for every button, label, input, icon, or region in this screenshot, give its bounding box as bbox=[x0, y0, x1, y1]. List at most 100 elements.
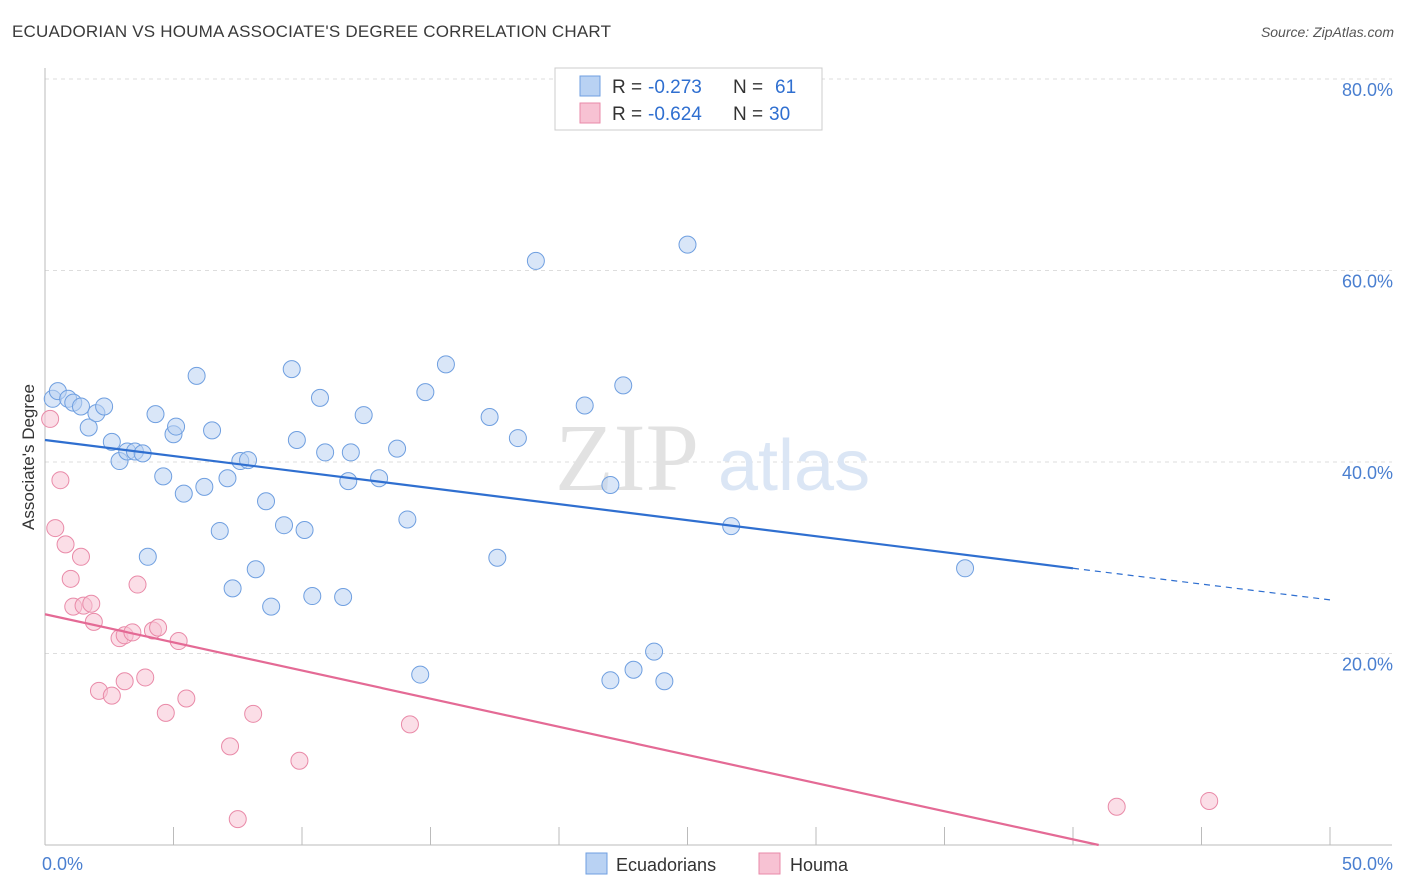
legend-r-label-2: R = bbox=[612, 104, 642, 125]
ecuadorians-point-21 bbox=[203, 421, 222, 440]
houma-point-28 bbox=[1107, 797, 1126, 816]
houma-point-11 bbox=[102, 686, 121, 705]
houma-point-16 bbox=[128, 575, 147, 594]
ecuadorians-point-28 bbox=[257, 492, 276, 511]
y-tick-label-2: 60.0% bbox=[1342, 272, 1393, 292]
ecuadorians-point-38 bbox=[339, 472, 358, 491]
ecuadorians-point-50 bbox=[526, 251, 545, 270]
houma-point-23 bbox=[221, 737, 240, 756]
houma-points bbox=[41, 409, 1219, 829]
houma-point-25 bbox=[244, 704, 263, 723]
ecuadorians-point-19 bbox=[187, 366, 206, 385]
legend-n-value-1: 61 bbox=[775, 77, 796, 98]
ecuadorians-point-8 bbox=[102, 432, 121, 451]
ecuadorians-trend-line bbox=[44, 438, 1074, 570]
houma-point-27 bbox=[400, 715, 419, 734]
ecuadorians-point-5 bbox=[79, 418, 98, 437]
ecuadorians-point-40 bbox=[354, 406, 373, 425]
bottom-legend-swatch-ecuadorians bbox=[585, 852, 608, 875]
ecuadorians-point-13 bbox=[138, 547, 157, 566]
ecuadorians-point-52 bbox=[601, 671, 620, 690]
watermark-zip: ZIP bbox=[555, 404, 699, 511]
y-tick-label-3: 80.0% bbox=[1342, 80, 1393, 100]
ecuadorians-point-58 bbox=[678, 235, 697, 254]
ecuadorians-point-56 bbox=[645, 642, 664, 661]
top-legend: R = -0.273 N = 61 R = -0.624 N = 30 bbox=[554, 67, 823, 131]
legend-swatch-ecuadorians bbox=[579, 75, 601, 97]
houma-point-0 bbox=[41, 409, 60, 428]
houma-point-14 bbox=[115, 672, 134, 691]
houma-point-26 bbox=[290, 751, 309, 770]
legend-n-value-2: 30 bbox=[769, 104, 790, 125]
ecuadorians-point-57 bbox=[655, 672, 674, 691]
houma-trend-line bbox=[44, 613, 1099, 847]
ecuadorians-trend-extension bbox=[1072, 567, 1331, 601]
houma-point-8 bbox=[82, 594, 101, 613]
x-tick-labels: 0.0% 50.0% bbox=[42, 854, 1393, 874]
houma-point-24 bbox=[228, 810, 247, 829]
ecuadorians-point-32 bbox=[287, 430, 306, 449]
ecuadorians-point-54 bbox=[614, 376, 633, 395]
ecuadorians-point-27 bbox=[246, 560, 265, 579]
ecuadorians-point-49 bbox=[508, 429, 527, 448]
ecuadorians-point-35 bbox=[310, 388, 329, 407]
houma-point-1 bbox=[46, 519, 65, 538]
ecuadorians-point-22 bbox=[210, 521, 229, 540]
ecuadorians-point-60 bbox=[956, 559, 975, 578]
legend-n-label-2: N = bbox=[733, 104, 763, 125]
ecuadorians-point-44 bbox=[411, 665, 430, 684]
ecuadorians-point-15 bbox=[154, 467, 173, 486]
ecuadorians-point-42 bbox=[388, 439, 407, 458]
houma-point-6 bbox=[71, 547, 90, 566]
bottom-legend-swatch-houma bbox=[758, 852, 781, 875]
houma-point-29 bbox=[1200, 791, 1219, 810]
ecuadorians-point-36 bbox=[316, 443, 335, 462]
houma-point-22 bbox=[177, 689, 196, 708]
ecuadorians-point-41 bbox=[370, 469, 389, 488]
watermark-atlas: atlas bbox=[718, 426, 870, 506]
axes bbox=[44, 68, 1392, 846]
bottom-legend-ecuadorians: Ecuadorians bbox=[616, 855, 716, 875]
legend-r-value-2: -0.624 bbox=[648, 104, 702, 125]
ecuadorians-point-4 bbox=[71, 397, 90, 416]
legend-n-label-1: N = bbox=[733, 77, 763, 98]
ecuadorians-point-17 bbox=[167, 417, 186, 436]
houma-point-4 bbox=[61, 569, 80, 588]
ecuadorians-point-30 bbox=[275, 516, 294, 535]
ecuadorians-points bbox=[43, 235, 975, 691]
trendlines bbox=[44, 438, 1331, 847]
x-tick-label-1: 50.0% bbox=[1342, 854, 1393, 874]
y-axis-label: Associate's Degree bbox=[19, 384, 38, 530]
houma-point-2 bbox=[51, 471, 70, 490]
ecuadorians-point-46 bbox=[436, 355, 455, 374]
ecuadorians-point-43 bbox=[398, 510, 417, 529]
watermark: ZIP atlas bbox=[555, 404, 870, 511]
ecuadorians-point-37 bbox=[334, 588, 353, 607]
chart-title: ECUADORIAN VS HOUMA ASSOCIATE'S DEGREE C… bbox=[12, 22, 612, 41]
legend-swatch-houma bbox=[579, 102, 601, 124]
y-tick-label-0: 20.0% bbox=[1342, 655, 1393, 675]
houma-point-17 bbox=[136, 668, 155, 687]
houma-point-21 bbox=[169, 632, 188, 651]
gridlines bbox=[45, 78, 1392, 654]
ecuadorians-point-47 bbox=[480, 407, 499, 426]
houma-point-3 bbox=[56, 535, 75, 554]
ecuadorians-point-7 bbox=[95, 397, 114, 416]
ecuadorians-point-29 bbox=[262, 597, 281, 616]
ecuadorians-point-24 bbox=[223, 579, 242, 598]
ecuadorians-point-33 bbox=[295, 520, 314, 539]
ecuadorians-point-14 bbox=[146, 405, 165, 424]
ecuadorians-point-31 bbox=[282, 360, 301, 379]
bottom-legend-houma: Houma bbox=[790, 855, 849, 875]
legend-r-label-1: R = bbox=[612, 77, 642, 98]
ecuadorians-point-51 bbox=[575, 396, 594, 415]
ecuadorians-point-34 bbox=[303, 587, 322, 606]
bottom-legend: Ecuadorians Houma bbox=[585, 852, 849, 875]
x-tick-label-0: 0.0% bbox=[42, 854, 83, 874]
y-tick-label-1: 40.0% bbox=[1342, 463, 1393, 483]
ecuadorians-point-53 bbox=[601, 475, 620, 494]
ecuadorians-point-45 bbox=[416, 383, 435, 402]
ecuadorians-point-39 bbox=[341, 443, 360, 462]
ecuadorians-point-55 bbox=[624, 660, 643, 679]
